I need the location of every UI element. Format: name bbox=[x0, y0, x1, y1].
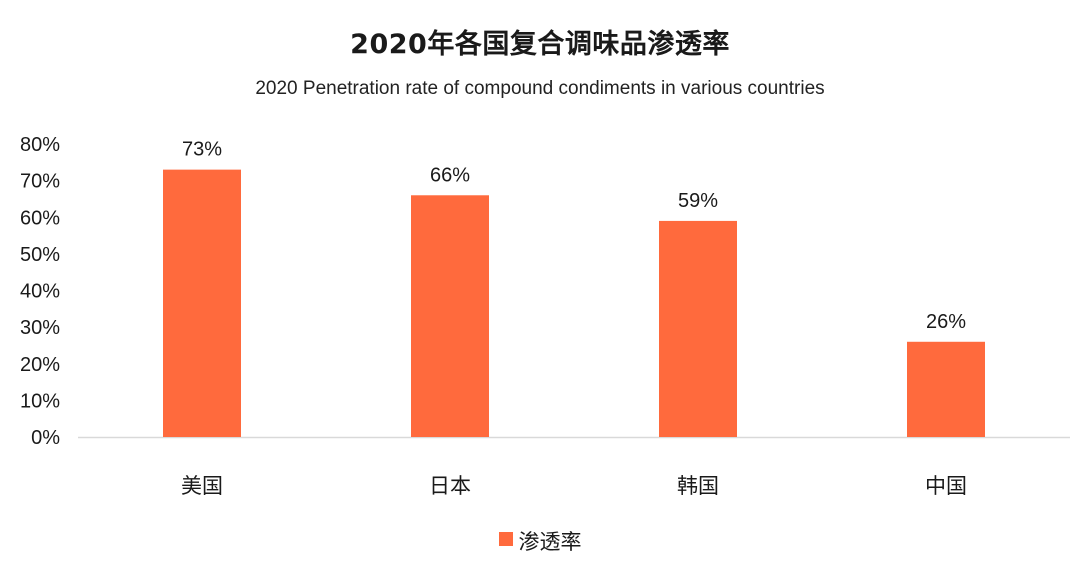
data-label: 66% bbox=[430, 164, 470, 186]
y-tick-label: 60% bbox=[20, 207, 60, 229]
bar bbox=[411, 195, 489, 437]
x-tick-label: 美国 bbox=[181, 474, 223, 498]
bar bbox=[659, 220, 737, 437]
x-tick-label: 韩国 bbox=[677, 474, 719, 498]
y-tick-label: 50% bbox=[20, 244, 60, 266]
y-tick-label: 80% bbox=[20, 134, 60, 156]
bar bbox=[163, 169, 241, 437]
data-label: 59% bbox=[678, 190, 718, 212]
legend-label: 渗透率 bbox=[518, 530, 582, 554]
y-tick-label: 10% bbox=[20, 390, 60, 412]
y-tick-label: 30% bbox=[20, 317, 60, 339]
x-tick-label: 日本 bbox=[429, 474, 471, 498]
bar bbox=[907, 341, 985, 437]
y-tick-label: 0% bbox=[31, 427, 60, 449]
y-tick-label: 20% bbox=[20, 354, 60, 376]
y-tick-label: 70% bbox=[20, 171, 60, 193]
chart-subtitle: 2020 Penetration rate of compound condim… bbox=[255, 78, 825, 99]
y-tick-label: 40% bbox=[20, 281, 60, 303]
x-tick-label: 中国 bbox=[925, 474, 967, 498]
legend-swatch bbox=[498, 532, 513, 546]
data-label: 73% bbox=[182, 139, 222, 161]
data-label: 26% bbox=[926, 311, 966, 333]
chart-title: 2020年各国复合调味品渗透率 bbox=[350, 29, 730, 60]
legend: 渗透率 bbox=[0, 526, 1080, 556]
